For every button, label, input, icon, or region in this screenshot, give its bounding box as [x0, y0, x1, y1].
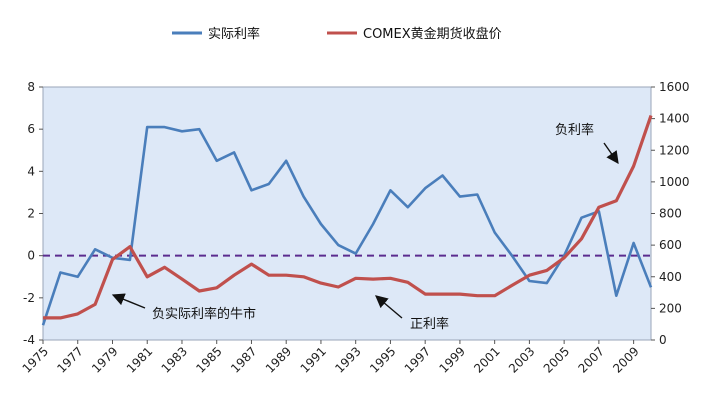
legend: 实际利率 COMEX黄金期货收盘价: [172, 26, 502, 42]
x-tick-label: 1985: [193, 344, 224, 375]
left-tick-label: 2: [27, 207, 35, 221]
x-tick-label: 2009: [610, 344, 641, 375]
x-tick-label: 1975: [20, 344, 51, 375]
left-tick-label: 6: [27, 122, 35, 136]
right-tick-label: 1400: [659, 112, 690, 126]
x-tick-label: 1983: [159, 344, 190, 375]
annotations: 负实际利率的牛市 正利率 负利率: [111, 122, 619, 332]
x-tick-label: 2001: [471, 344, 502, 375]
series-line-gold-price: [43, 114, 653, 320]
left-tick-label: 0: [27, 249, 35, 263]
annotation-negative-bull-market: 负实际利率的牛市: [152, 306, 256, 322]
x-tick-label: 1977: [54, 344, 85, 375]
x-tick-label: 1997: [402, 344, 433, 375]
right-tick-label: 1600: [659, 80, 690, 94]
left-tick-label: 4: [27, 164, 35, 178]
left-tick-label: 8: [27, 80, 35, 94]
right-tick-label: 200: [659, 301, 682, 315]
x-tick-label: 1979: [89, 344, 120, 375]
x-tick-label: 1987: [228, 344, 259, 375]
right-tick-label: 800: [659, 207, 682, 221]
left-tick-label: -4: [23, 333, 35, 347]
left-axis: -4 -2 0 2 4 6 8: [23, 80, 43, 347]
right-tick-label: 600: [659, 238, 682, 252]
right-tick-label: 1000: [659, 175, 690, 189]
annotation-arrow-positive-rate: [375, 295, 403, 319]
x-tick-label: 2005: [541, 344, 572, 375]
series-line-real-rate: [41, 125, 653, 326]
right-tick-label: 1200: [659, 143, 690, 157]
annotation-positive-rate: 正利率: [410, 316, 449, 332]
legend-label-real-rate: 实际利率: [208, 26, 260, 42]
x-tick-label: 1991: [298, 344, 329, 375]
right-axis: 0 200 400 600 800 1000 1200 1400 1600: [651, 80, 690, 347]
x-axis: 1975 1977 1979 1981 1983 1985 1987 1989 1991 1993…: [20, 340, 642, 376]
x-tick-label: 1993: [332, 344, 363, 375]
x-tick-label: 2007: [576, 344, 607, 375]
annotation-arrow-negative-rate: [603, 142, 619, 165]
right-tick-label: 0: [659, 333, 667, 347]
right-tick-label: 400: [659, 270, 682, 284]
annotation-negative-rate: 负利率: [555, 122, 594, 138]
x-tick-label: 1989: [263, 344, 294, 375]
x-tick-label: 1999: [437, 344, 468, 375]
legend-label-gold-price: COMEX黄金期货收盘价: [363, 26, 502, 42]
x-tick-label: 2003: [506, 344, 537, 375]
x-tick-label: 1981: [124, 344, 155, 375]
x-tick-label: 1995: [367, 344, 398, 375]
left-tick-label: -2: [23, 291, 35, 305]
annotation-arrow-negative-bull: [111, 293, 146, 309]
